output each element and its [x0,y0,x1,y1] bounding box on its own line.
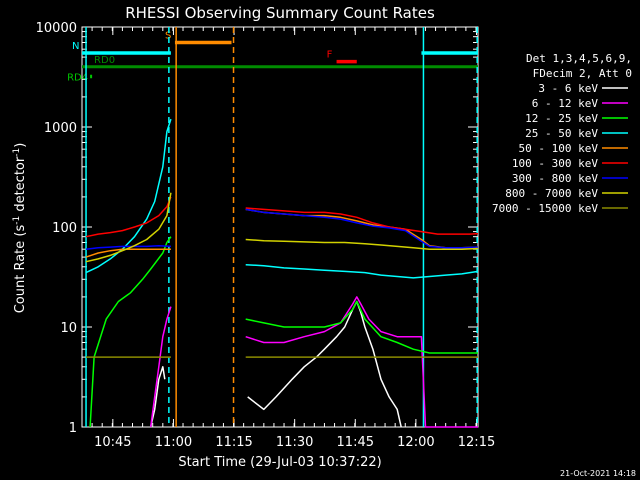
y-axis-label-sup2: -1 [12,148,22,157]
series-line [85,208,479,250]
series-line [85,118,479,279]
y-tick-label: 1 [69,421,77,436]
y-axis-label-b: detector [13,156,28,216]
y-tick-label: 10 [60,321,77,336]
x-axis-label: Start Time (29-Jul-03 10:37:22) [178,455,381,470]
flag-label: F [327,50,333,61]
chart-title: RHESSI Observing Summary Count Rates [125,4,435,22]
series-line [149,300,402,428]
legend-label: 800 - 7000 keV [505,187,598,200]
series-line [85,208,479,258]
x-tick-label: 11:45 [337,435,374,450]
flag-label: N [72,41,79,52]
series-line [89,236,478,428]
legend-label: 3 - 6 keV [538,82,598,95]
y-tick-label: 10000 [36,21,77,36]
legend-label: 50 - 100 keV [519,142,599,155]
legend-label: 6 - 12 keV [532,97,599,110]
legend-header-2: FDecim 2, Att 0 [533,67,632,80]
tick-labels: 1 10 100 1000 10000 10:45 11:00 11:15 11:30 11:45… [36,21,496,450]
legend-label: 12 - 25 keV [525,112,598,125]
y-axis-label-c: ) [13,143,28,148]
legend-label: 7000 - 15000 keV [492,202,598,215]
y-axis-label-a: Count Rate (s [13,225,28,314]
series-line [149,296,478,428]
x-tick-label: 12:15 [458,435,495,450]
timestamp: 21-Oct-2021 14:18 [560,469,636,478]
y-tick-label: 100 [52,221,77,236]
legend-label: 100 - 300 keV [512,157,598,170]
x-tick-label: 10:45 [94,435,131,450]
x-tick-label: 11:30 [276,435,313,450]
series-layer [85,118,479,428]
x-tick-label: 11:00 [155,435,192,450]
flag-label: RD4 [67,72,88,83]
y-axis-label: Count Rate (s-1 detector-1) [12,143,28,314]
legend-header-1: Det 1,3,4,5,6,9, [526,52,632,65]
legend-label: 300 - 800 keV [512,172,598,185]
series-line [85,196,479,238]
flag-bars: S N F RD0 RD4 [67,30,478,83]
flag-label: RD0 [94,55,115,66]
series-line [85,192,479,263]
y-tick-label: 1000 [44,121,77,136]
legend-label: 25 - 50 keV [525,127,598,140]
x-tick-label: 11:15 [215,435,252,450]
y-axis-label-sup: -1 [12,216,22,225]
x-tick-label: 12:00 [397,435,434,450]
flag-label: S [165,30,171,41]
legend: Det 1,3,4,5,6,9, FDecim 2, Att 0 3 - 6 k… [492,52,632,215]
vertical-markers [85,27,478,427]
